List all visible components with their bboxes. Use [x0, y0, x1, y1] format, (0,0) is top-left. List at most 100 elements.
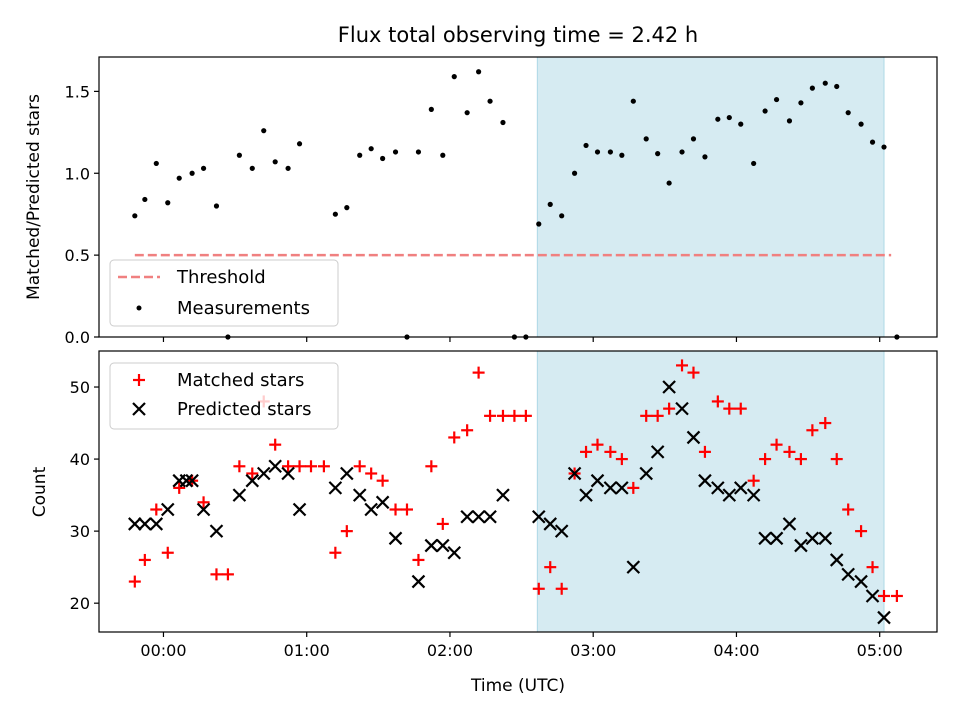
measurement-point — [213, 203, 220, 209]
measurement-point — [619, 152, 625, 158]
matched-star-point — [210, 568, 223, 581]
matched-star-point — [532, 582, 545, 595]
matched-star-point — [376, 474, 389, 487]
predicted-star-point — [543, 517, 558, 531]
predicted-star-point — [650, 445, 665, 459]
predicted-star-point — [128, 517, 142, 531]
measurement-point — [786, 118, 793, 124]
count-points — [128, 359, 903, 625]
ratio-panel-frame — [98, 56, 938, 338]
matched-star-point — [819, 417, 832, 430]
measurement-point — [261, 128, 267, 134]
measurement-point — [176, 175, 182, 181]
measurement-point — [142, 196, 148, 203]
matched-star-point — [305, 460, 318, 473]
predicted-star-point — [160, 502, 175, 517]
matched-star-point — [161, 546, 174, 559]
matched-star-point — [759, 453, 772, 466]
x-tick-label: 05:00 — [857, 641, 903, 660]
matched-star-point — [173, 481, 186, 494]
matched-star-point — [329, 546, 342, 559]
measurement-point — [380, 155, 386, 162]
predicted-star-point — [675, 401, 689, 416]
measurement-point — [715, 116, 721, 122]
predicted-star-point — [554, 524, 569, 538]
matched-star-point — [138, 553, 151, 566]
matched-star-point — [866, 561, 879, 574]
matched-star-point — [770, 438, 783, 451]
measurement-point — [344, 205, 350, 211]
predicted-star-point — [209, 524, 224, 538]
predicted-star-point — [722, 488, 737, 502]
ratio-y-tick-label: 0.5 — [65, 246, 90, 265]
predicted-star-point — [411, 574, 426, 589]
measurement-point — [869, 139, 876, 145]
matched-star-point — [197, 496, 210, 509]
measurement-point — [189, 170, 195, 176]
predicted-star-point — [794, 538, 808, 553]
measurement-point — [630, 98, 636, 104]
predicted-star-point — [483, 509, 497, 524]
matched-star-point — [877, 589, 890, 602]
measurement-point — [249, 165, 255, 171]
count-legend-box — [109, 362, 339, 430]
measurement-points — [132, 69, 900, 340]
x-tick-label: 02:00 — [427, 641, 473, 660]
matched-star-point — [663, 402, 676, 415]
matched-star-point — [698, 445, 711, 458]
matched-star-point — [246, 467, 259, 480]
predicted-star-point — [877, 610, 891, 625]
matched-star-point — [221, 568, 234, 581]
measurement-point — [451, 74, 457, 80]
measurement-point — [726, 114, 732, 121]
measurement-point — [392, 149, 399, 155]
measurement-point — [690, 136, 697, 142]
count-y-tick-label: 40 — [70, 450, 90, 469]
ratio-y-tick-label: 1.5 — [65, 82, 90, 101]
measurement-point — [132, 213, 138, 219]
measurement-point — [583, 142, 589, 149]
ratio-y-tick-label: 1.0 — [65, 164, 90, 183]
matched-star-point — [519, 409, 532, 422]
predicted-star-point — [639, 466, 653, 481]
measurement-point — [571, 170, 578, 176]
legend-measurements-label: Measurements — [177, 298, 310, 319]
measurement-point — [773, 96, 780, 103]
measurement-point — [547, 201, 553, 207]
measurement-point — [487, 98, 493, 104]
matched-star-point — [233, 460, 246, 473]
count-panel-frame — [98, 350, 938, 633]
x-tick-label: 01:00 — [284, 641, 330, 660]
matched-star-point — [723, 402, 736, 415]
predicted-star-point — [758, 531, 772, 546]
chart-title: Flux total observing time = 2.42 h — [338, 23, 698, 47]
matched-star-point — [508, 409, 521, 422]
predicted-star-point — [328, 481, 343, 495]
matched-star-point — [890, 589, 903, 602]
predicted-star-point — [232, 488, 247, 502]
matched-star-point — [591, 438, 604, 451]
measurement-point — [428, 106, 434, 112]
measurement-point — [607, 149, 613, 155]
matched-star-point — [425, 460, 438, 473]
matched-star-point — [412, 553, 425, 566]
measurement-point — [594, 149, 601, 155]
predicted-star-point — [590, 473, 605, 488]
measurement-point — [153, 160, 159, 167]
predicted-star-point — [185, 473, 199, 488]
measurement-point — [415, 149, 422, 155]
count-y-tick-label: 50 — [70, 378, 90, 397]
matched-star-point — [711, 395, 724, 408]
predicted-star-point — [686, 430, 701, 445]
matched-star-point — [855, 525, 868, 538]
matched-star-point — [794, 453, 807, 466]
predicted-star-point — [268, 459, 282, 474]
matched-star-point — [783, 445, 796, 458]
predicted-star-point — [256, 466, 271, 481]
matched-star-point — [676, 359, 689, 372]
predicted-star-point — [567, 466, 582, 481]
count-y-tick-label: 20 — [70, 594, 90, 613]
count-y-tick-label: 30 — [70, 522, 90, 541]
measurement-point — [200, 165, 207, 171]
legend-threshold-label: Threshold — [176, 267, 266, 288]
